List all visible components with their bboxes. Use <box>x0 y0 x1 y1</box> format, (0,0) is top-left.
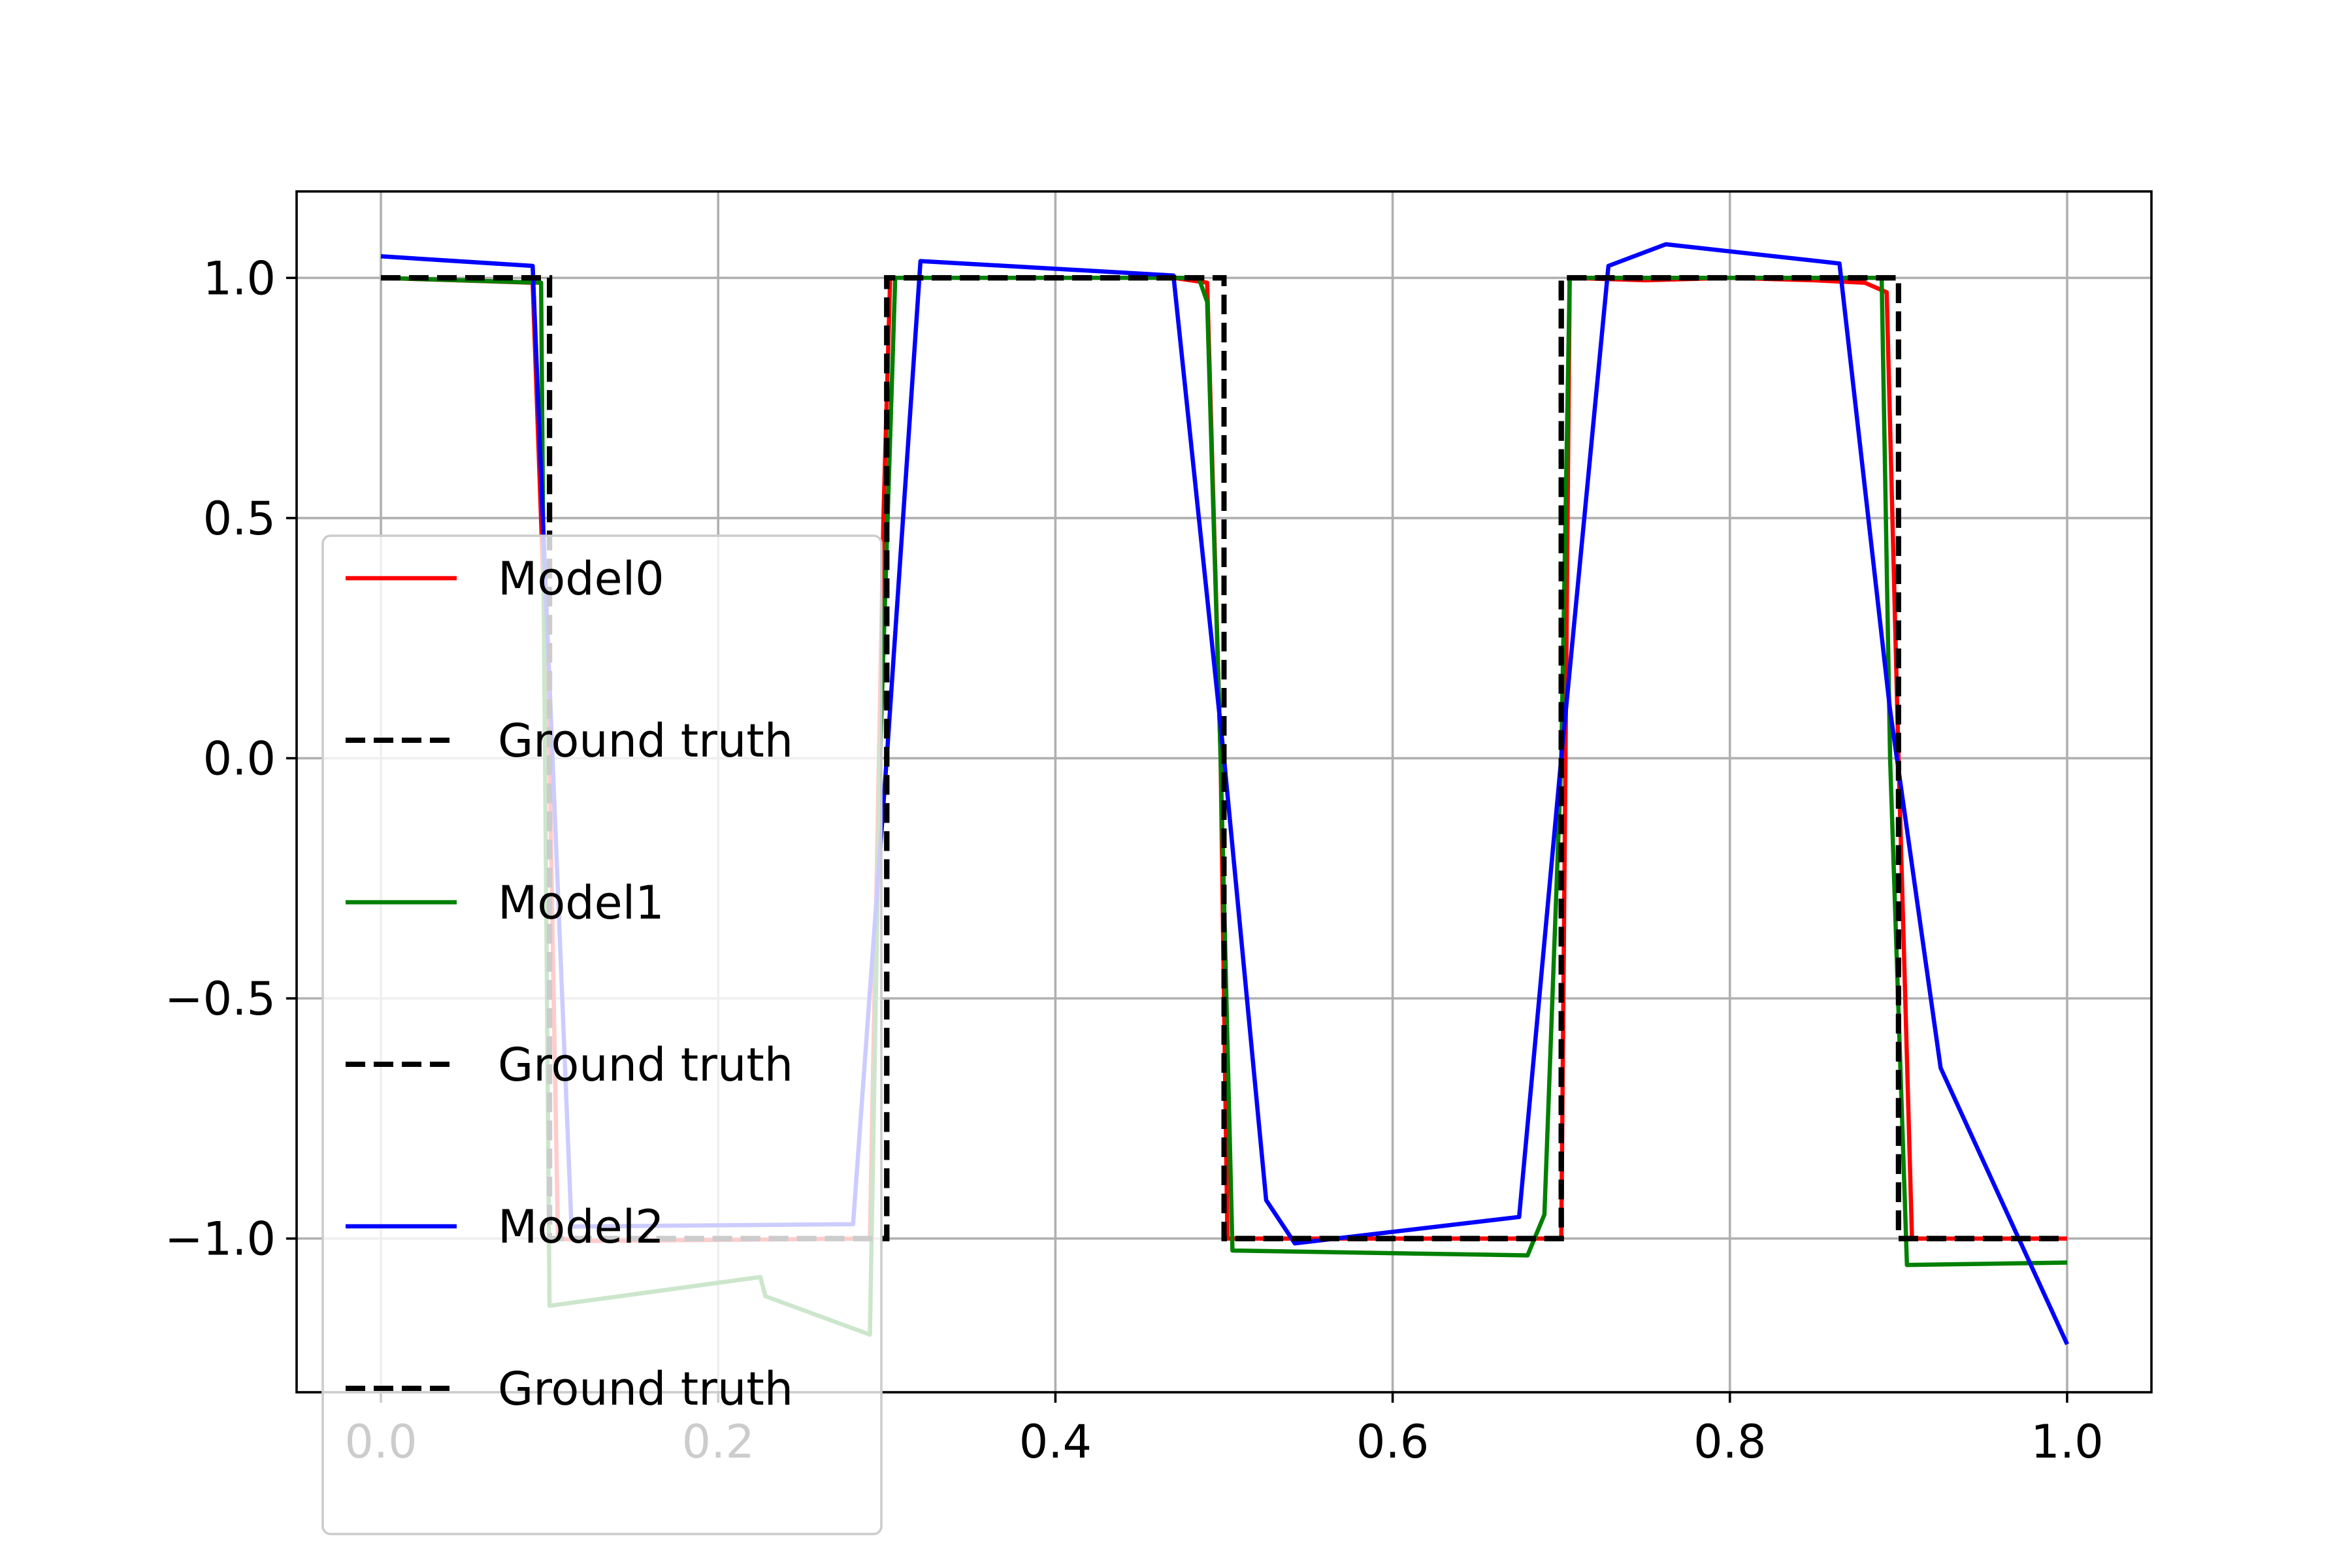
x-tick-label: 1.0 <box>2031 1415 2103 1469</box>
legend-label: Ground truth <box>498 714 793 768</box>
legend-label: Model0 <box>498 552 664 606</box>
y-tick-label: −1.0 <box>165 1213 276 1266</box>
axes-frame <box>295 190 2153 1394</box>
legend: Model0 Ground truth Model1 Ground truth Mode… <box>321 534 883 1535</box>
y-tick-label: 0.5 <box>203 492 276 546</box>
x-tick-label: 0.6 <box>1356 1415 1429 1469</box>
y-tick-label: −0.5 <box>165 972 276 1026</box>
legend-label: Ground truth <box>498 1362 793 1416</box>
x-tick-label: 0.4 <box>1019 1415 1092 1469</box>
y-tick-label: 0.0 <box>203 732 276 786</box>
x-tick-label: 0.8 <box>1693 1415 1766 1469</box>
legend-label: Model2 <box>498 1200 664 1254</box>
legend-box <box>321 534 883 1535</box>
y-tick-label: 1.0 <box>203 252 276 305</box>
legend-label: Model1 <box>498 876 664 930</box>
legend-label: Ground truth <box>498 1038 793 1092</box>
